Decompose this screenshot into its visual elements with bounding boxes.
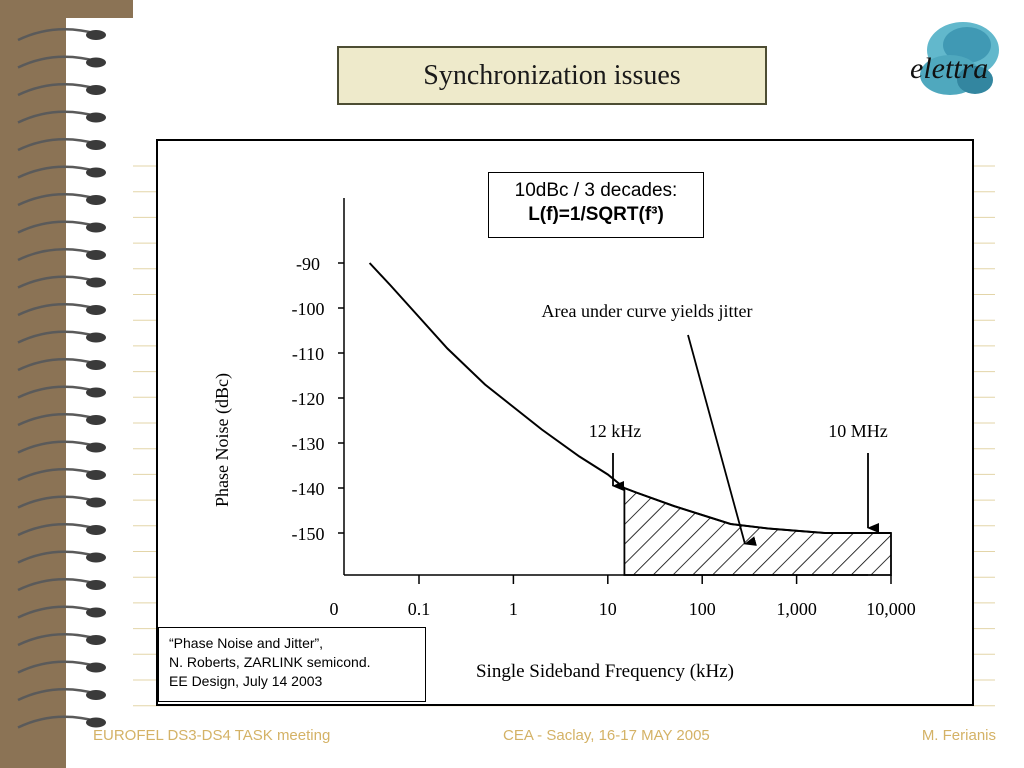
ring-hole [86, 167, 106, 178]
y-tick-label: -140 [292, 479, 325, 499]
ring-hole [86, 57, 106, 68]
x-ticks: 0 0.1 1 10 100 1,000 10,000 [330, 575, 916, 619]
x-tick-label: 1,000 [776, 599, 817, 619]
x-tick-label: 0 [330, 599, 339, 619]
reference-line-2: N. Roberts, ZARLINK semicond. [169, 654, 371, 670]
y-ticks: -90 -100 -110 -120 -130 -140 -150 [292, 254, 344, 544]
ring-hole [86, 497, 106, 508]
ring-hole [86, 112, 106, 123]
ring-hole [86, 552, 106, 563]
formula-box: 10dBc / 3 decades: L(f)=1/SQRT(f³) [488, 172, 704, 238]
x-tick-label: 10 [599, 599, 617, 619]
jitter-area [623, 486, 892, 576]
x-tick-label: 1 [509, 599, 518, 619]
x-axis-label: Single Sideband Frequency (kHz) [476, 661, 734, 682]
x-tick-label: 10,000 [866, 599, 916, 619]
ring-hole [86, 580, 106, 590]
footer-right: M. Ferianis [921, 727, 996, 744]
ring-hole [86, 195, 106, 205]
ring-hole [86, 607, 106, 618]
ring-hole [86, 140, 106, 150]
reference-line-1: “Phase Noise and Jitter”, [169, 635, 324, 651]
ring-hole [86, 360, 106, 370]
curve-layer [368, 262, 891, 534]
logo-wordmark: elettra [910, 52, 988, 85]
y-tick-label: -110 [292, 344, 324, 364]
slide-title: Synchronization issues [337, 46, 767, 105]
y-tick-label: -100 [292, 299, 325, 319]
footer-left: EUROFEL DS3-DS4 TASK meeting [93, 727, 331, 744]
formula-line-1: 10dBc / 3 decades: [514, 180, 678, 201]
footer-center: CEA - Saclay, 16-17 MAY 2005 [503, 727, 710, 744]
phase-noise-curve [368, 262, 891, 534]
chart-axes [343, 198, 868, 576]
ring-hole [86, 690, 106, 700]
arrow-area [687, 334, 757, 546]
ring-hole [86, 415, 106, 425]
formula-line-2: L(f)=1/SQRT(f³) [528, 204, 664, 225]
jitter-area-fill [623, 486, 892, 576]
ring-hole [86, 222, 106, 233]
y-tick-label: -90 [296, 254, 320, 274]
ring-hole [86, 525, 106, 535]
y-axis-label: Phase Noise (dBc) [212, 373, 233, 507]
y-tick-label: -120 [292, 389, 325, 409]
ring-hole [86, 305, 106, 315]
reference-box: “Phase Noise and Jitter”, N. Roberts, ZA… [158, 627, 426, 702]
ring-hole [86, 470, 106, 480]
ring-hole [86, 277, 106, 288]
y-tick-label: -150 [292, 524, 325, 544]
elettra-logo: elettra [910, 22, 999, 95]
ring-hole [86, 332, 106, 343]
ring-hole [86, 387, 106, 398]
annotation-end: 10 MHz [828, 421, 888, 441]
y-tick-label: -130 [292, 434, 325, 454]
ring-hole [86, 635, 106, 645]
ring-hole [86, 717, 106, 728]
ring-hole [86, 662, 106, 673]
x-tick-label: 100 [689, 599, 716, 619]
ring-hole [86, 85, 106, 95]
ring-hole [86, 250, 106, 260]
annotation-area: Area under curve yields jitter [542, 301, 753, 321]
ring-hole [86, 30, 106, 40]
spiral-binding [17, 27, 106, 729]
x-tick-label: 0.1 [408, 599, 431, 619]
ring-hole [86, 442, 106, 453]
annotation-start: 12 kHz [589, 421, 642, 441]
reference-line-3: EE Design, July 14 2003 [169, 673, 323, 689]
